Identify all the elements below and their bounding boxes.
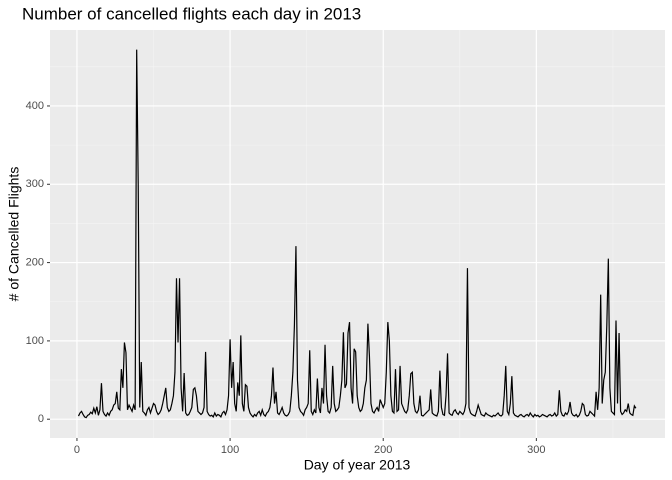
y-tick-label: 300: [26, 178, 44, 190]
y-tick-label: 0: [38, 413, 44, 425]
line: [77, 49, 637, 419]
x-axis-title: Day of year 2013: [304, 457, 411, 473]
y-tick-label: 200: [26, 256, 44, 268]
panel: [50, 30, 665, 438]
y-tick-label: 400: [26, 100, 44, 112]
x-tick-label: 200: [374, 444, 392, 456]
x-tick-label: 100: [221, 444, 239, 456]
x-tick-label: 0: [74, 444, 80, 456]
chart-title: Number of cancelled flights each day in …: [22, 4, 361, 23]
x-tick-label: 300: [527, 444, 545, 456]
y-tick-label: 100: [26, 335, 44, 347]
y-axis-title: # of Cancelled Flights: [6, 167, 22, 302]
